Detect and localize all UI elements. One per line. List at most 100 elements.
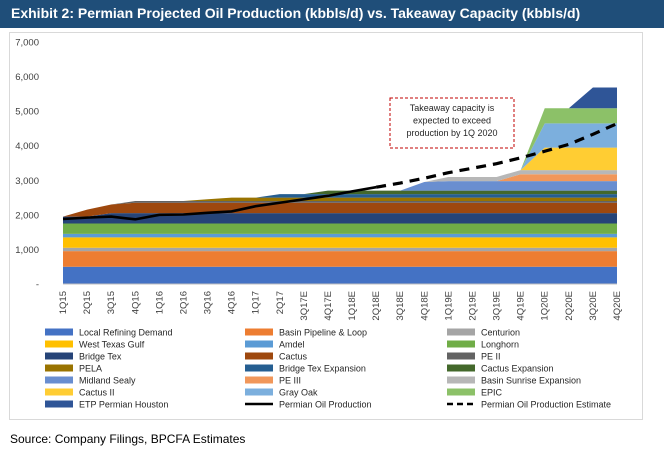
area-gray-oak [63,123,617,217]
legend-swatch-epic [447,388,475,396]
x-tick-label: 4Q20E [612,291,623,321]
area-cactus-expansion [63,190,617,217]
x-tick-label: 4Q15 [130,291,141,314]
area-west-texas-gulf [63,237,617,248]
y-tick-label: 6,000 [15,72,39,83]
legend-swatch-basin-pipeline-and-loop [245,328,273,336]
legend-label: Permian Oil Production [279,400,372,410]
legend-label: Cactus [279,352,308,362]
legend-label: Cactus Expansion [481,364,554,374]
legend-swatch-cactus [245,352,273,360]
x-tick-label: 1Q17 [251,291,262,314]
x-tick-label: 3Q15 [106,291,117,314]
area-longhorn [63,223,617,234]
legend: Local Refining Demand Basin Pipeline & Lo… [45,328,611,410]
legend-swatch-centurion [447,328,475,336]
y-tick-label: - [36,280,39,291]
legend-label: Longhorn [481,340,519,350]
legend-swatch-etp-permian-houston [45,400,73,408]
legend-label: Cactus II [79,388,115,398]
annotation-text: Takeaway capacity is [410,103,495,113]
area-local-refining-demand [63,266,617,284]
legend-swatch-gray-oak [245,388,273,396]
y-tick-label: 3,000 [15,176,39,187]
y-tick-label: 5,000 [15,107,39,118]
legend-swatch-longhorn [447,340,475,348]
source-note: Source: Company Filings, BPCFA Estimates [10,432,246,446]
area-amdel [63,233,617,238]
legend-label: EPIC [481,388,503,398]
area-epic [63,108,617,217]
area-midland-sealy [63,181,617,217]
chart-frame [9,32,643,420]
legend-swatch-local-refining-demand [45,328,73,336]
y-tick-label: 7,000 [15,38,39,49]
x-tick-label: 1Q19E [443,291,454,321]
x-tick-label: 2Q20E [564,291,575,321]
x-tick-label: 4Q17E [323,291,334,321]
title-bar: Exhibit 2: Permian Projected Oil Product… [0,0,664,28]
legend-label: West Texas Gulf [79,340,145,350]
line-permian-oil-production-estimate [375,122,618,189]
y-tick-label: 4,000 [15,141,39,152]
legend-label: Basin Pipeline & Loop [279,328,367,338]
stacked-area-chart: - 1,000 2,000 3,000 4,000 5,000 6,000 7,000 1Q15… [15,38,623,410]
x-tick-label: 4Q18E [419,291,430,321]
x-tick-label: 3Q20E [588,291,599,321]
legend-label: Gray Oak [279,388,318,398]
line-permian-oil-production [62,185,377,221]
legend-swatch-cactus-ii [45,388,73,396]
legend-label: Basin Sunrise Expansion [481,376,581,386]
annotation-text: production by 1Q 2020 [406,128,497,138]
legend-swatch-pela [45,364,73,372]
legend-label: PELA [79,364,102,374]
legend-swatch-cactus-expansion [447,364,475,372]
area-cactus-ii [63,147,617,217]
x-tick-label: 2Q19E [467,291,478,321]
legend-label: Local Refining Demand [79,328,173,338]
x-tick-label: 1Q16 [154,291,165,314]
area-pe-iii [63,174,617,217]
x-tick-label: 1Q15 [58,291,69,314]
x-tick-label: 1Q20E [540,291,551,321]
legend-label: ETP Permian Houston [79,400,168,410]
x-tick-label: 4Q19E [516,291,527,321]
x-tick-label: 1Q18E [347,291,358,321]
area-series-group [63,87,617,284]
x-tick-label: 3Q17E [299,291,310,321]
area-pela [63,197,617,217]
area-bridge-tex-expansion [63,194,617,217]
annotation-text: expected to exceed [413,116,491,126]
legend-swatch-amdel [245,340,273,348]
legend-swatch-bridge-tex-expansion [245,364,273,372]
area-centurion [63,247,617,252]
legend-label: Bridge Tex [79,352,122,362]
legend-swatch-midland-sealy [45,376,73,384]
legend-label: Centurion [481,328,520,338]
x-tick-label: 3Q18E [395,291,406,321]
legend-swatch-pe-ii [447,352,475,360]
area-pe-ii [63,201,617,217]
legend-swatch-basin-sunrise-expansion [447,376,475,384]
x-tick-label: 2Q15 [82,291,93,314]
legend-label: Permian Oil Production Estimate [481,400,611,410]
legend-label: Bridge Tex Expansion [279,364,366,374]
legend-label: PE II [481,352,501,362]
legend-swatch-west-texas-gulf [45,340,73,348]
x-tick-label: 2Q16 [178,291,189,314]
x-tick-label: 2Q17 [275,291,286,314]
y-tick-label: 2,000 [15,210,39,221]
annotation-box [389,97,515,149]
legend-swatch-pe-iii [245,376,273,384]
x-tick-label: 4Q16 [227,291,238,314]
legend-label: Midland Sealy [79,376,136,386]
x-tick-label: 3Q19E [492,291,503,321]
chart-title: Exhibit 2: Permian Projected Oil Product… [11,5,581,21]
legend-swatch-bridge-tex [45,352,73,360]
area-bridge-tex [63,213,617,224]
area-basin-pipeline-and-loop [63,251,617,267]
legend-label: PE III [279,376,301,386]
x-tick-label: 3Q16 [203,291,214,314]
legend-label: Amdel [279,340,305,350]
y-tick-label: 1,000 [15,245,39,256]
